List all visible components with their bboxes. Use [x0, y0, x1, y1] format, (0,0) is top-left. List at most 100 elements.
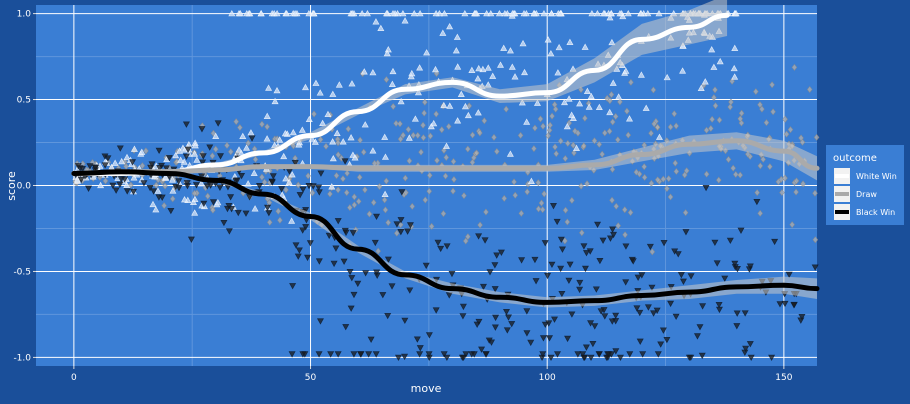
scatter-point-black-win — [334, 351, 342, 358]
scatter-point-white-win — [439, 29, 447, 36]
scatter-point-white-win — [442, 142, 450, 149]
scatter-point-black-win — [478, 346, 486, 353]
scatter-point-draw — [245, 139, 251, 147]
scatter-point-draw — [641, 173, 648, 181]
scatter-point-draw — [283, 186, 289, 194]
scatter-point-black-win — [564, 335, 572, 343]
scatter-point-draw — [703, 126, 710, 134]
scatter-point-white-win — [500, 44, 508, 51]
scatter-point-draw — [356, 173, 363, 181]
scatter-point-draw — [355, 197, 362, 205]
scatter-point-black-win — [242, 210, 250, 217]
scatter-point-black-win — [546, 335, 554, 342]
scatter-point-white-win — [381, 190, 389, 197]
scatter-point-draw — [682, 209, 689, 217]
scatter-point-white-win — [177, 156, 185, 163]
scatter-point-black-win — [425, 332, 433, 339]
scatter-point-draw — [501, 194, 508, 202]
scatter-point-black-win — [348, 275, 356, 282]
scatter-point-draw — [552, 105, 559, 113]
scatter-point-draw — [494, 148, 500, 155]
scatter-point-white-win — [389, 67, 397, 75]
scatter-point-black-win — [532, 278, 540, 285]
scatter-point-white-win — [454, 117, 462, 124]
scatter-point-black-win — [482, 351, 490, 358]
scatter-point-black-win — [394, 354, 402, 362]
scatter-point-black-win — [232, 177, 240, 185]
scatter-point-white-win — [474, 109, 482, 116]
scatter-point-white-win — [169, 187, 177, 194]
scatter-point-black-win — [288, 351, 296, 358]
scatter-point-white-win — [644, 9, 652, 17]
scatter-point-white-win — [324, 110, 332, 118]
smooth-line-draw — [71, 138, 820, 176]
scatter-point-draw — [345, 125, 352, 133]
scatter-point-black-win — [462, 351, 470, 358]
scatter-point-black-win — [591, 323, 599, 330]
scatter-point-draw — [716, 116, 723, 124]
scatter-point-black-win — [674, 251, 682, 258]
y-tick-label: -1.0 — [13, 353, 31, 363]
scatter-point-black-win — [699, 303, 707, 310]
scatter-point-white-win — [624, 9, 632, 17]
scatter-point-draw — [648, 129, 654, 137]
x-axis-title: move — [411, 382, 442, 395]
scatter-point-black-win — [539, 335, 547, 342]
scatter-point-draw — [708, 124, 714, 132]
scatter-point-black-win — [101, 162, 109, 169]
scatter-point-draw — [570, 141, 577, 149]
scatter-point-draw — [537, 115, 544, 123]
scatter-point-white-win — [361, 121, 369, 128]
scatter-point-black-win — [550, 316, 559, 323]
scatter-point-black-win — [342, 324, 350, 331]
scatter-point-draw — [672, 159, 679, 167]
scatter-point-draw — [517, 131, 524, 139]
scatter-point-white-win — [191, 142, 199, 149]
scatter-point-white-win — [431, 65, 440, 73]
scatter-point-white-win — [489, 72, 497, 79]
scatter-point-black-win — [636, 338, 644, 345]
scatter-point-black-win — [372, 351, 380, 358]
scatter-point-black-win — [416, 345, 424, 352]
scatter-point-white-win — [243, 144, 251, 151]
scatter-point-draw — [381, 196, 388, 204]
scatter-point-black-win — [508, 321, 516, 328]
scatter-point-black-win — [523, 308, 531, 315]
scatter-point-black-win — [746, 341, 754, 348]
scatter-point-draw — [715, 176, 722, 184]
scatter-point-draw — [791, 63, 798, 71]
scatter-point-white-win — [616, 9, 624, 17]
scatter-point-draw — [469, 131, 476, 139]
scatter-point-draw — [483, 208, 489, 216]
scatter-point-black-win — [379, 292, 387, 299]
scatter-point-white-win — [399, 9, 407, 17]
scatter-point-white-win — [679, 67, 687, 74]
scatter-point-white-win — [453, 33, 461, 40]
scatter-point-white-win — [169, 176, 177, 183]
scatter-point-black-win — [384, 312, 392, 320]
scatter-point-draw — [727, 103, 733, 111]
scatter-point-draw — [535, 179, 542, 187]
scatter-point-black-win — [367, 336, 375, 343]
scatter-point-draw — [606, 127, 613, 135]
scatter-point-black-win — [597, 308, 605, 315]
scatter-point-black-win — [713, 260, 721, 267]
scatter-point-black-win — [129, 159, 137, 166]
scatter-point-black-win — [182, 153, 190, 160]
scatter-point-draw — [540, 122, 546, 130]
scatter-point-white-win — [235, 146, 243, 153]
scatter-point-black-win — [626, 351, 634, 358]
scatter-point-black-win — [589, 340, 597, 348]
scatter-point-draw — [681, 171, 688, 179]
scatter-point-black-win — [292, 242, 300, 249]
scatter-point-black-win — [785, 271, 793, 279]
scatter-point-draw — [491, 133, 497, 141]
scatter-point-draw — [383, 76, 390, 84]
scatter-point-draw — [212, 145, 219, 153]
scatter-point-black-win — [350, 351, 358, 358]
scatter-point-draw — [397, 135, 404, 143]
scatter-point-draw — [789, 221, 795, 229]
scatter-point-white-win — [576, 100, 584, 107]
scatter-point-draw — [512, 191, 519, 199]
